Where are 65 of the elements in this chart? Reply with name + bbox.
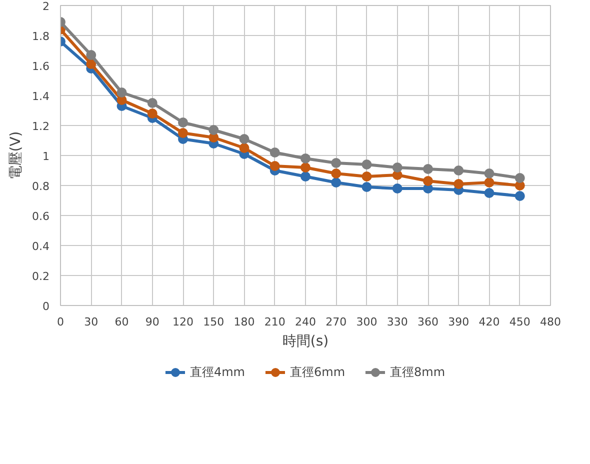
x-tick-label: 120 bbox=[172, 316, 194, 328]
point bbox=[86, 50, 96, 60]
y-tick-label: 0.6 bbox=[32, 210, 50, 223]
y-tick-label: 1.2 bbox=[32, 120, 50, 133]
legend-label: 直徑4mm bbox=[190, 364, 245, 380]
x-tick-label: 240 bbox=[295, 316, 316, 328]
point bbox=[484, 178, 494, 188]
point bbox=[514, 173, 525, 183]
y-tick-label: 0.4 bbox=[32, 240, 50, 253]
legend-label: 直徑6mm bbox=[290, 364, 346, 380]
point bbox=[147, 98, 158, 108]
x-tick-label: 180 bbox=[234, 316, 255, 328]
x-tick-label: 330 bbox=[386, 316, 408, 328]
y-tick-label: 1.8 bbox=[32, 30, 50, 43]
y-tick-label: 1 bbox=[42, 150, 50, 163]
y-tick-label: 0.8 bbox=[32, 180, 50, 193]
x-tick-label: 0 bbox=[57, 316, 64, 328]
x-tick-label: 270 bbox=[326, 316, 347, 328]
y-tick-label: 0.2 bbox=[32, 270, 50, 283]
y-tick-label: 1.4 bbox=[32, 90, 50, 103]
point bbox=[239, 143, 250, 153]
point bbox=[300, 172, 310, 182]
point bbox=[392, 162, 402, 172]
point bbox=[116, 88, 127, 98]
point bbox=[362, 172, 372, 182]
point bbox=[484, 168, 494, 178]
point bbox=[86, 59, 96, 69]
point bbox=[514, 191, 525, 201]
legend-label: 直徑8mm bbox=[390, 364, 446, 380]
point bbox=[331, 158, 342, 168]
x-tick-label: 210 bbox=[264, 316, 286, 328]
point bbox=[362, 182, 372, 192]
x-tick-label: 360 bbox=[418, 316, 438, 328]
x-tick-label: 480 bbox=[540, 316, 561, 328]
point bbox=[484, 188, 494, 198]
point bbox=[147, 108, 158, 118]
point bbox=[454, 166, 464, 176]
x-tick-label: 390 bbox=[448, 316, 470, 328]
y-tick-label: 0 bbox=[42, 300, 50, 313]
point bbox=[239, 134, 250, 144]
y-tick-label: 2 bbox=[42, 0, 50, 13]
point bbox=[362, 160, 372, 170]
y-axis-title: 電壓(V) bbox=[8, 131, 24, 180]
y-tick-label: 1.6 bbox=[32, 60, 50, 73]
x-tick-label: 420 bbox=[478, 316, 500, 328]
point bbox=[208, 125, 219, 135]
x-axis-title: 時間(s) bbox=[282, 334, 329, 350]
x-tick-label: 300 bbox=[356, 316, 378, 328]
point bbox=[300, 154, 310, 164]
point bbox=[331, 178, 342, 188]
point bbox=[423, 164, 433, 174]
point bbox=[270, 148, 280, 158]
point bbox=[454, 179, 464, 189]
x-tick-label: 30 bbox=[84, 316, 98, 328]
point bbox=[392, 184, 402, 194]
x-tick-label: 90 bbox=[145, 316, 160, 328]
point bbox=[178, 128, 188, 138]
point bbox=[331, 168, 342, 178]
x-tick-label: 450 bbox=[509, 316, 530, 328]
point bbox=[423, 176, 433, 186]
point bbox=[270, 161, 280, 171]
point bbox=[178, 118, 188, 128]
x-tick-label: 150 bbox=[203, 316, 224, 328]
point bbox=[300, 162, 310, 172]
x-tick-label: 60 bbox=[114, 316, 129, 328]
